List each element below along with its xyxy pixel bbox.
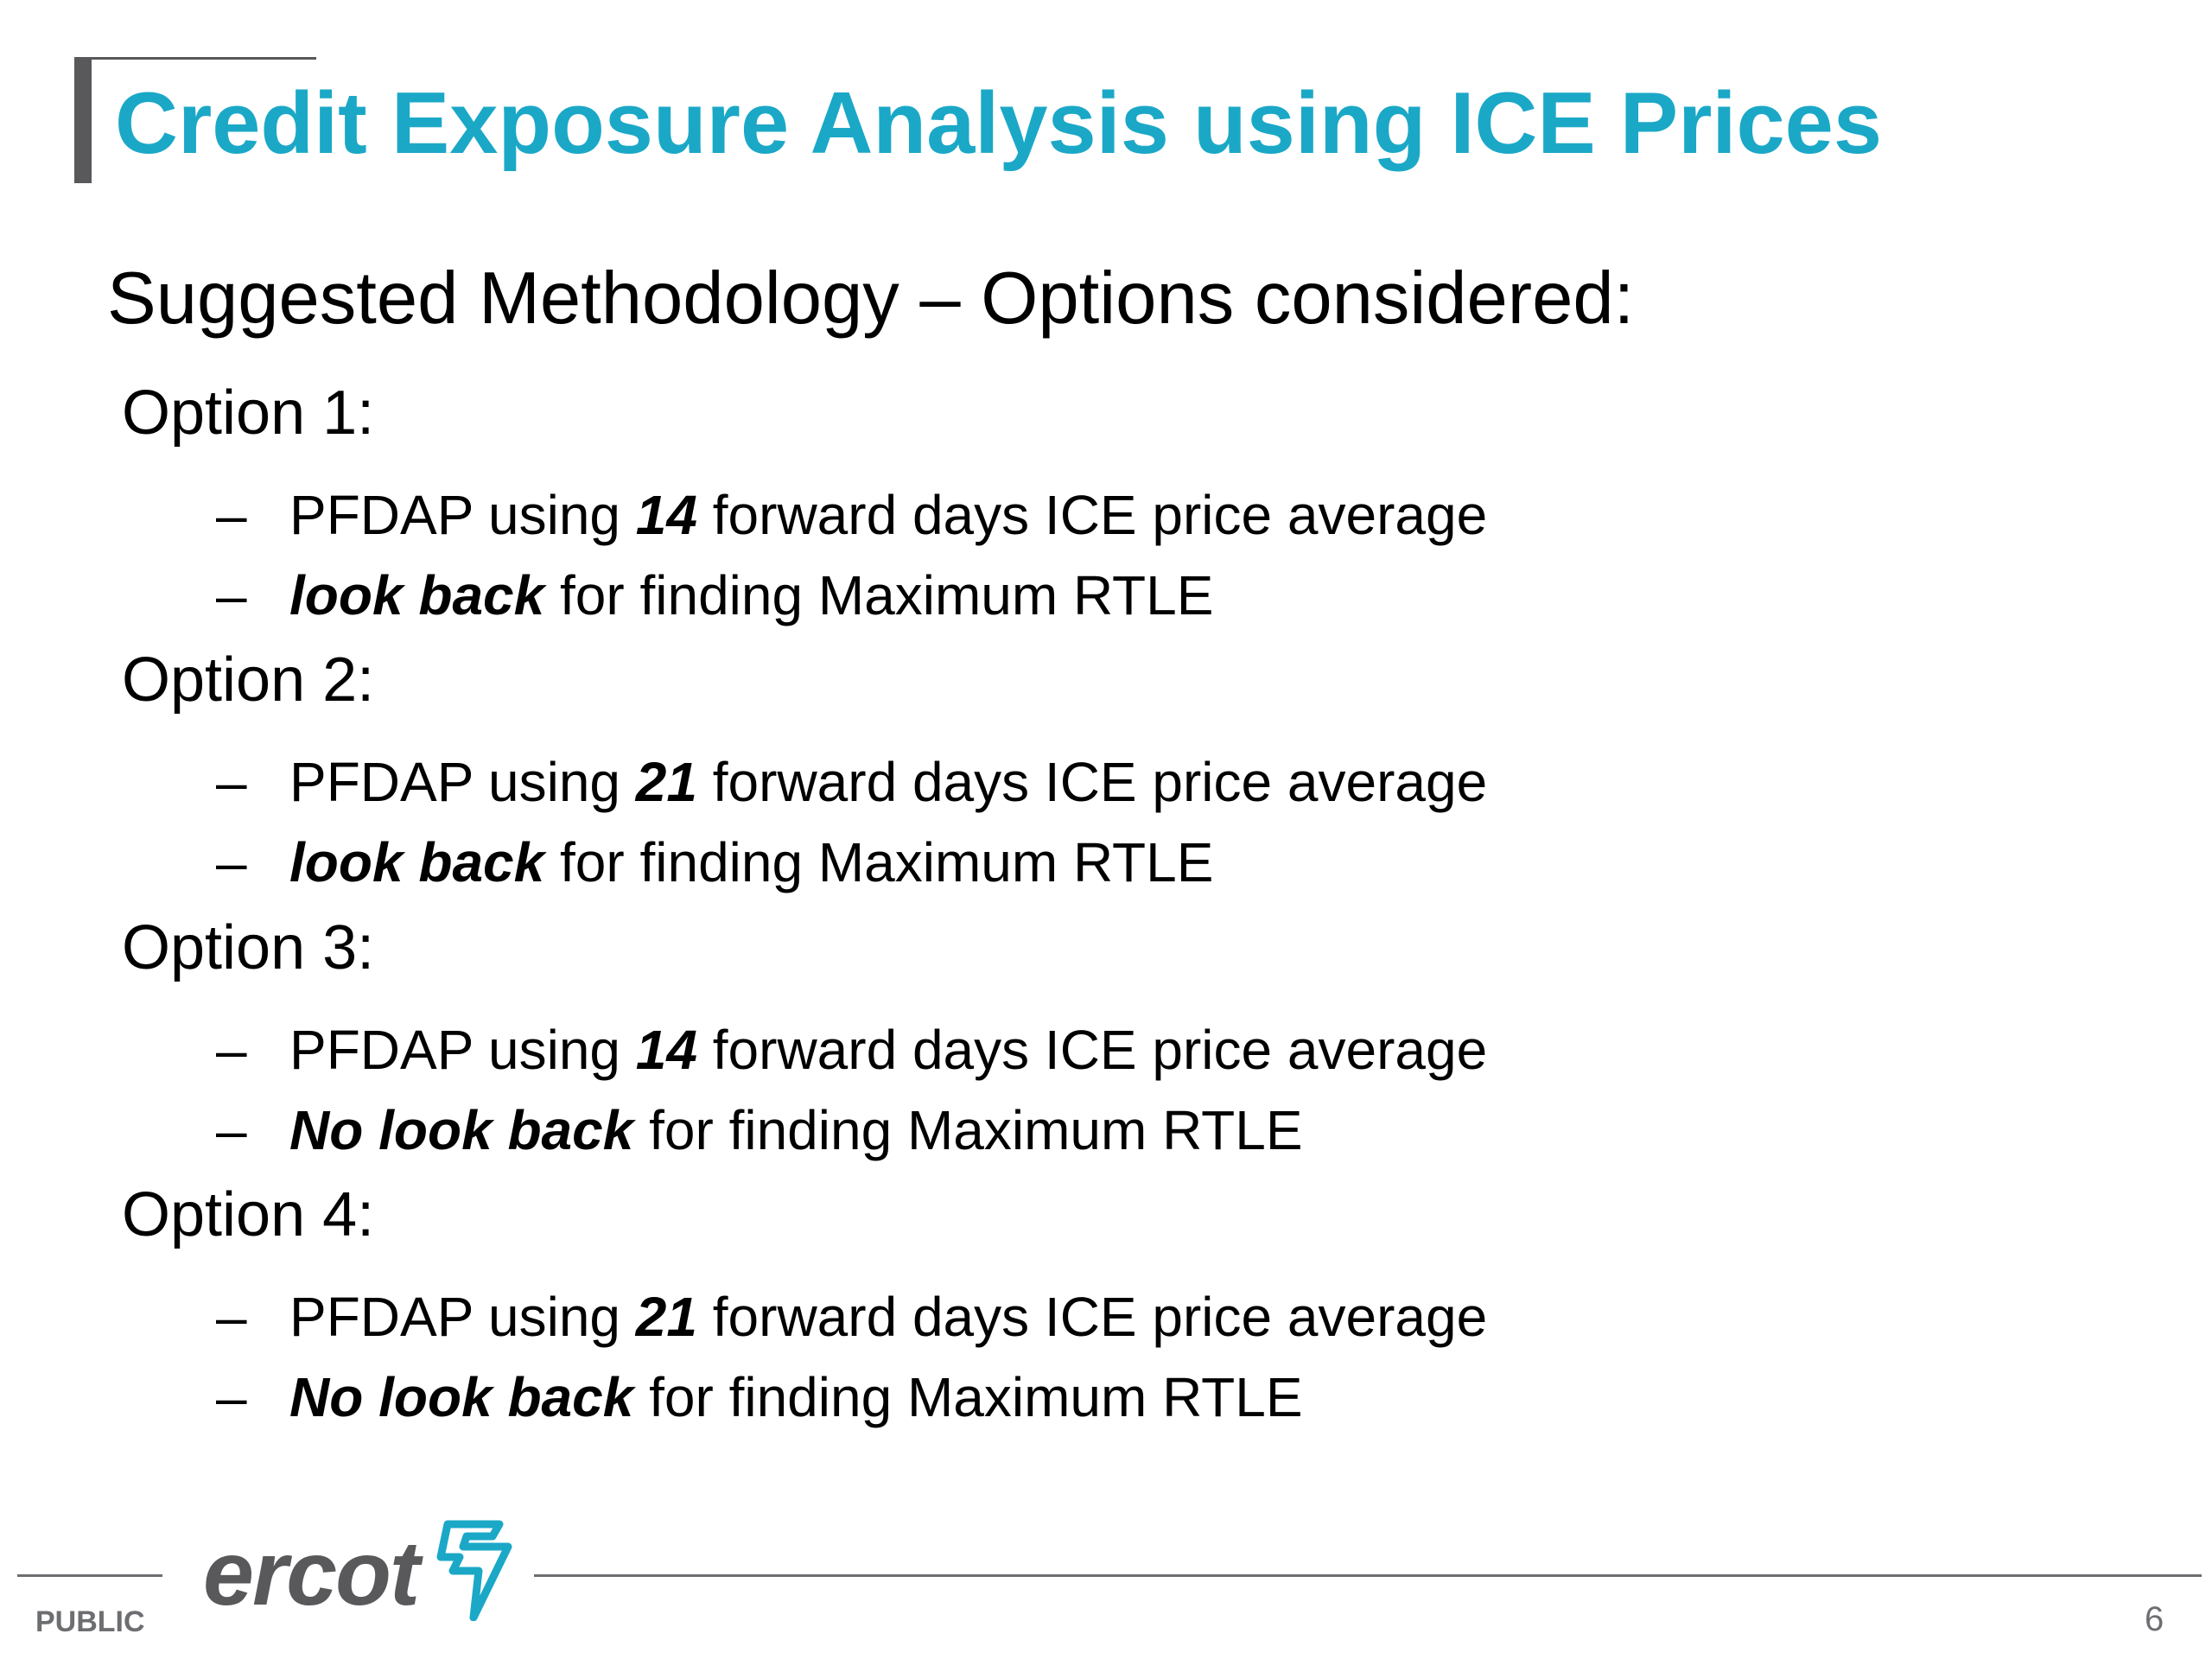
title-accent-bar [74, 57, 92, 183]
logo-wordmark: ercot [203, 1522, 420, 1624]
bullet-emphasis: 14 [635, 484, 697, 546]
slide-subtitle: Suggested Methodology – Options consider… [107, 257, 1635, 340]
option-2-bullet-1: – PFDAP using 21 forward days ICE price a… [216, 749, 1487, 815]
option-1-bullet-2: – look back for finding Maximum RTLE [216, 563, 1213, 628]
bullet-emphasis: 21 [635, 751, 697, 813]
bullet-dash: – [216, 1286, 247, 1348]
bullet-dash: – [216, 751, 247, 813]
option-4-bullet-1: – PFDAP using 21 forward days ICE price a… [216, 1284, 1487, 1350]
bullet-dash: – [216, 1366, 247, 1428]
page-number: 6 [2145, 1600, 2164, 1638]
bullet-emphasis: No look back [289, 1366, 634, 1428]
bullet-text-post: forward days ICE price average [696, 1286, 1488, 1348]
footer-rule-left [17, 1574, 162, 1577]
option-4-bullet-2: – No look back for finding Maximum RTLE [216, 1364, 1303, 1430]
bullet-emphasis: No look back [289, 1099, 634, 1161]
bullet-emphasis: 14 [635, 1019, 697, 1081]
option-1-bullet-1: – PFDAP using 14 forward days ICE price a… [216, 482, 1487, 548]
bullet-text-post: for finding Maximum RTLE [633, 1099, 1303, 1161]
footer-rule-right [534, 1574, 2202, 1577]
slide-title: Credit Exposure Analysis using ICE Price… [115, 75, 1883, 172]
bullet-dash: – [216, 1019, 247, 1081]
option-2-bullet-2: – look back for finding Maximum RTLE [216, 830, 1213, 895]
bullet-text-pre: PFDAP using [289, 484, 636, 546]
ercot-lightning-icon [436, 1520, 512, 1621]
bullet-text-post: for finding Maximum RTLE [633, 1366, 1303, 1428]
bullet-emphasis: 21 [635, 1286, 697, 1348]
bullet-emphasis: look back [289, 831, 545, 893]
bullet-text-post: forward days ICE price average [696, 484, 1488, 546]
bullet-dash: – [216, 1099, 247, 1161]
bullet-dash: – [216, 484, 247, 546]
bullet-text-pre: PFDAP using [289, 1019, 636, 1081]
bullet-text-pre: PFDAP using [289, 1286, 636, 1348]
bullet-dash: – [216, 564, 247, 626]
option-4-heading: Option 4: [122, 1180, 375, 1249]
bullet-text-post: forward days ICE price average [696, 751, 1488, 813]
option-3-bullet-1: – PFDAP using 14 forward days ICE price a… [216, 1017, 1487, 1083]
bullet-text-post: forward days ICE price average [696, 1019, 1488, 1081]
option-1-heading: Option 1: [122, 378, 375, 448]
option-3-bullet-2: – No look back for finding Maximum RTLE [216, 1097, 1303, 1163]
bullet-text-post: for finding Maximum RTLE [544, 564, 1214, 626]
title-accent-top-rule [74, 57, 316, 60]
ercot-logo: ercot [203, 1517, 517, 1621]
bullet-dash: – [216, 831, 247, 893]
bullet-text-post: for finding Maximum RTLE [544, 831, 1214, 893]
bullet-text-pre: PFDAP using [289, 751, 636, 813]
option-2-heading: Option 2: [122, 645, 375, 715]
bullet-emphasis: look back [289, 564, 545, 626]
classification-label: PUBLIC [35, 1605, 145, 1638]
option-3-heading: Option 3: [122, 913, 375, 982]
